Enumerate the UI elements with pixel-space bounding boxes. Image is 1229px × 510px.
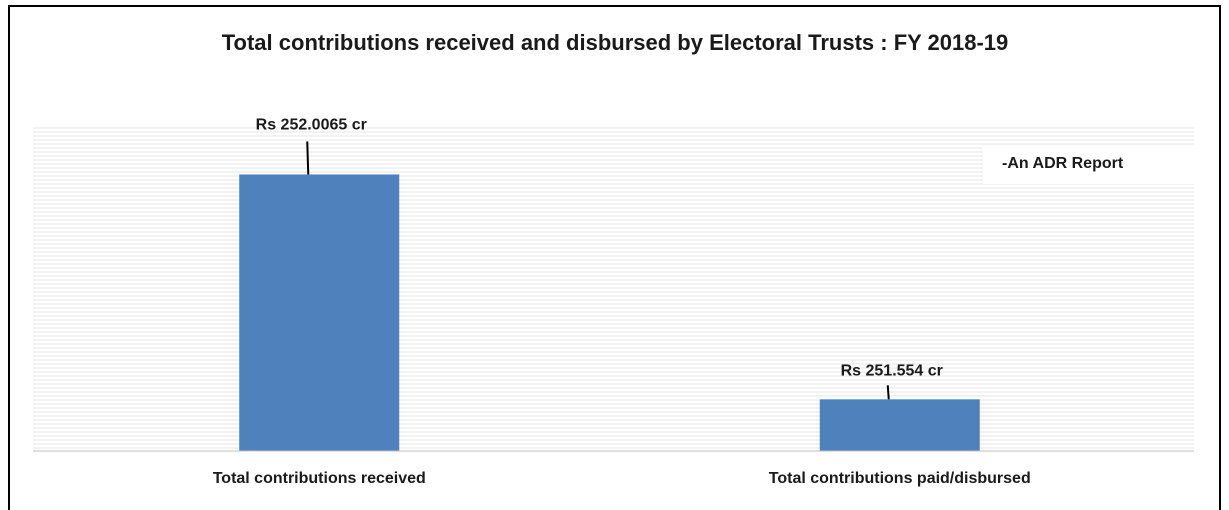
- bars: [239, 174, 980, 451]
- gridlines: [33, 127, 1194, 449]
- data-label: Rs 252.0065 cr: [256, 116, 367, 133]
- chart-frame: [8, 5, 1221, 510]
- labels: Rs 252.0065 cr Total contributions receiv…: [213, 116, 1031, 487]
- bar-1: [239, 174, 400, 451]
- category-label: Total contributions paid/disbursed: [769, 470, 1031, 487]
- data-label-leader: [886, 385, 890, 400]
- data-label-leader: [306, 141, 310, 175]
- chart-title: Total contributions received and disburs…: [222, 30, 1009, 55]
- annotation-box: [983, 146, 1197, 184]
- bar-2: [819, 399, 980, 451]
- annotation-text: -An ADR Report: [1002, 155, 1124, 172]
- data-label: Rs 251.554 cr: [841, 362, 943, 379]
- category-label: Total contributions received: [213, 470, 426, 487]
